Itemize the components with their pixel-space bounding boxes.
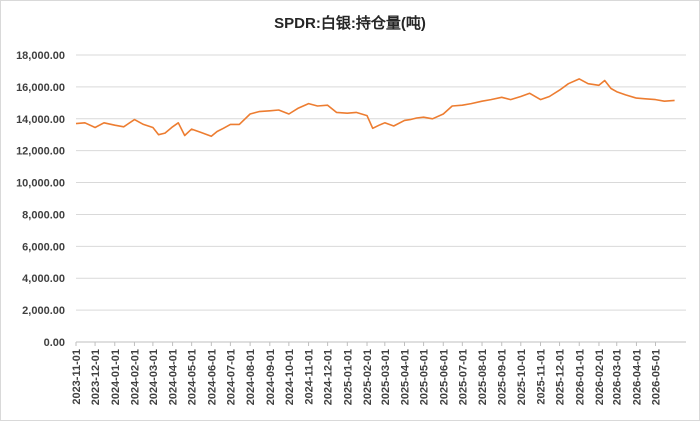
y-tick-label: 16,000.00 <box>16 82 65 94</box>
x-tick-label: 2026-01-01 <box>574 349 586 405</box>
x-tick-label: 2025-04-01 <box>400 349 412 405</box>
x-tick-label: 2025-08-01 <box>477 349 489 405</box>
y-tick-label: 18,000.00 <box>16 50 65 62</box>
x-tick-label: 2026-03-01 <box>612 349 624 405</box>
x-tick-label: 2023-12-01 <box>90 349 102 405</box>
x-tick-label: 2024-12-01 <box>323 349 335 405</box>
x-tick-label: 2025-07-01 <box>457 349 469 405</box>
y-tick-label: 2,000.00 <box>22 305 65 317</box>
y-axis-tick-labels: 0.00 2,000.00 4,000.00 6,000.00 8,000.00 10,0… <box>16 50 65 349</box>
x-axis <box>75 341 686 346</box>
x-tick-label: 2024-04-01 <box>168 349 180 405</box>
x-tick-label: 2025-10-01 <box>516 349 528 405</box>
x-tick-label: 2023-11-01 <box>71 349 83 405</box>
x-tick-label: 2025-09-01 <box>497 349 509 405</box>
x-tick-label: 2024-03-01 <box>148 349 160 405</box>
y-tick-label: 8,000.00 <box>22 209 65 221</box>
x-tick-label: 2025-01-01 <box>342 349 354 405</box>
x-tick-label: 2025-11-01 <box>535 349 547 405</box>
x-tick-label: 2025-06-01 <box>438 349 450 405</box>
x-tick-label: 2024-05-01 <box>187 349 199 405</box>
x-tick-label: 2026-02-01 <box>594 349 606 405</box>
x-tick-label: 2024-09-01 <box>265 349 277 405</box>
x-tick-label: 2025-05-01 <box>419 349 431 405</box>
x-tick-label: 2025-02-01 <box>362 349 374 405</box>
x-tick-label: 2024-10-01 <box>284 349 296 405</box>
x-tick-label: 2024-11-01 <box>304 349 316 405</box>
gridlines <box>76 54 686 311</box>
x-tick-label: 2024-07-01 <box>225 349 237 405</box>
x-tick-label: 2025-12-01 <box>555 349 567 405</box>
series-group <box>75 78 675 138</box>
x-tick-label: 2024-01-01 <box>110 349 122 405</box>
x-tick-label: 2025-03-01 <box>380 349 392 405</box>
x-tick-label: 2024-02-01 <box>129 349 141 405</box>
y-tick-label: 10,000.00 <box>16 178 65 190</box>
y-tick-label: 12,000.00 <box>16 146 65 158</box>
series-line <box>75 78 675 138</box>
y-tick-label: 0.00 <box>44 337 65 349</box>
x-tick-label: 2024-08-01 <box>245 349 257 405</box>
y-tick-label: 4,000.00 <box>22 273 65 285</box>
chart-title: SPDR:白银:持仓量(吨) <box>274 15 426 32</box>
y-tick-label: 14,000.00 <box>16 114 65 126</box>
y-tick-label: 6,000.00 <box>22 241 65 253</box>
x-tick-label: 2026-04-01 <box>631 349 643 405</box>
x-axis-tick-labels: 2023-11-01 2023-12-01 2024-01-01 2024-02-01… <box>71 349 663 405</box>
x-tick-label: 2026-05-01 <box>651 349 663 405</box>
x-tick-label: 2024-06-01 <box>206 349 218 405</box>
